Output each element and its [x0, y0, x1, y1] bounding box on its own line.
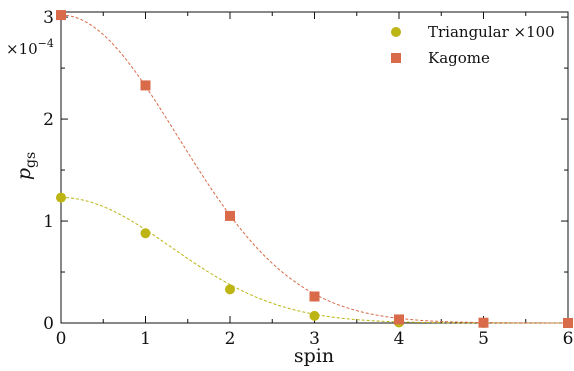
ticks [60, 12, 569, 324]
x-tick-label: 0 [56, 329, 67, 349]
data-markers [56, 10, 573, 328]
data-point [56, 192, 66, 203]
y-axis-label-main: p [13, 168, 35, 180]
data-point [140, 228, 151, 239]
x-tick-label: 3 [309, 329, 320, 349]
tick-labels: 0 1 2 3 4 5 6 0 1 2 3 [43, 8, 573, 349]
data-point [309, 310, 320, 321]
x-tick-label: 1 [140, 329, 151, 349]
legend-label-kagome: Kagome [428, 49, 490, 67]
data-point [394, 314, 404, 325]
fit-curves [60, 14, 569, 324]
data-point [563, 318, 573, 328]
legend-marker-kagome [391, 53, 401, 63]
y-tick-label: 0 [43, 314, 54, 334]
fit-curve-0 [60, 197, 568, 324]
y-tick-label: 2 [43, 110, 54, 130]
data-point [309, 291, 320, 302]
fit-curve-1 [60, 14, 569, 324]
legend-label-triangular: Triangular ×100 [428, 23, 555, 41]
y-tick-label: 1 [43, 212, 54, 232]
legend: Triangular ×100 Kagome [391, 23, 555, 67]
data-point [225, 284, 235, 295]
x-tick-label: 4 [394, 329, 405, 349]
data-point [225, 210, 235, 221]
x-tick-label: 5 [478, 329, 489, 349]
y-axis-label: pgs [13, 152, 39, 180]
y-multiplier-base: ×10 [6, 40, 38, 58]
data-point [478, 317, 489, 328]
legend-marker-triangular [391, 27, 401, 37]
y-multiplier: ×10−4 [6, 37, 54, 58]
data-point [140, 80, 151, 91]
x-tick-label: 6 [563, 329, 574, 349]
y-axis-label-sub: gs [23, 152, 39, 168]
data-point [56, 10, 66, 21]
plot-frame [60, 11, 569, 324]
y-multiplier-exponent: −4 [38, 37, 54, 50]
y-tick-label: 3 [43, 8, 54, 28]
x-tick-label: 2 [225, 329, 236, 349]
x-axis-label: spin [294, 345, 334, 367]
